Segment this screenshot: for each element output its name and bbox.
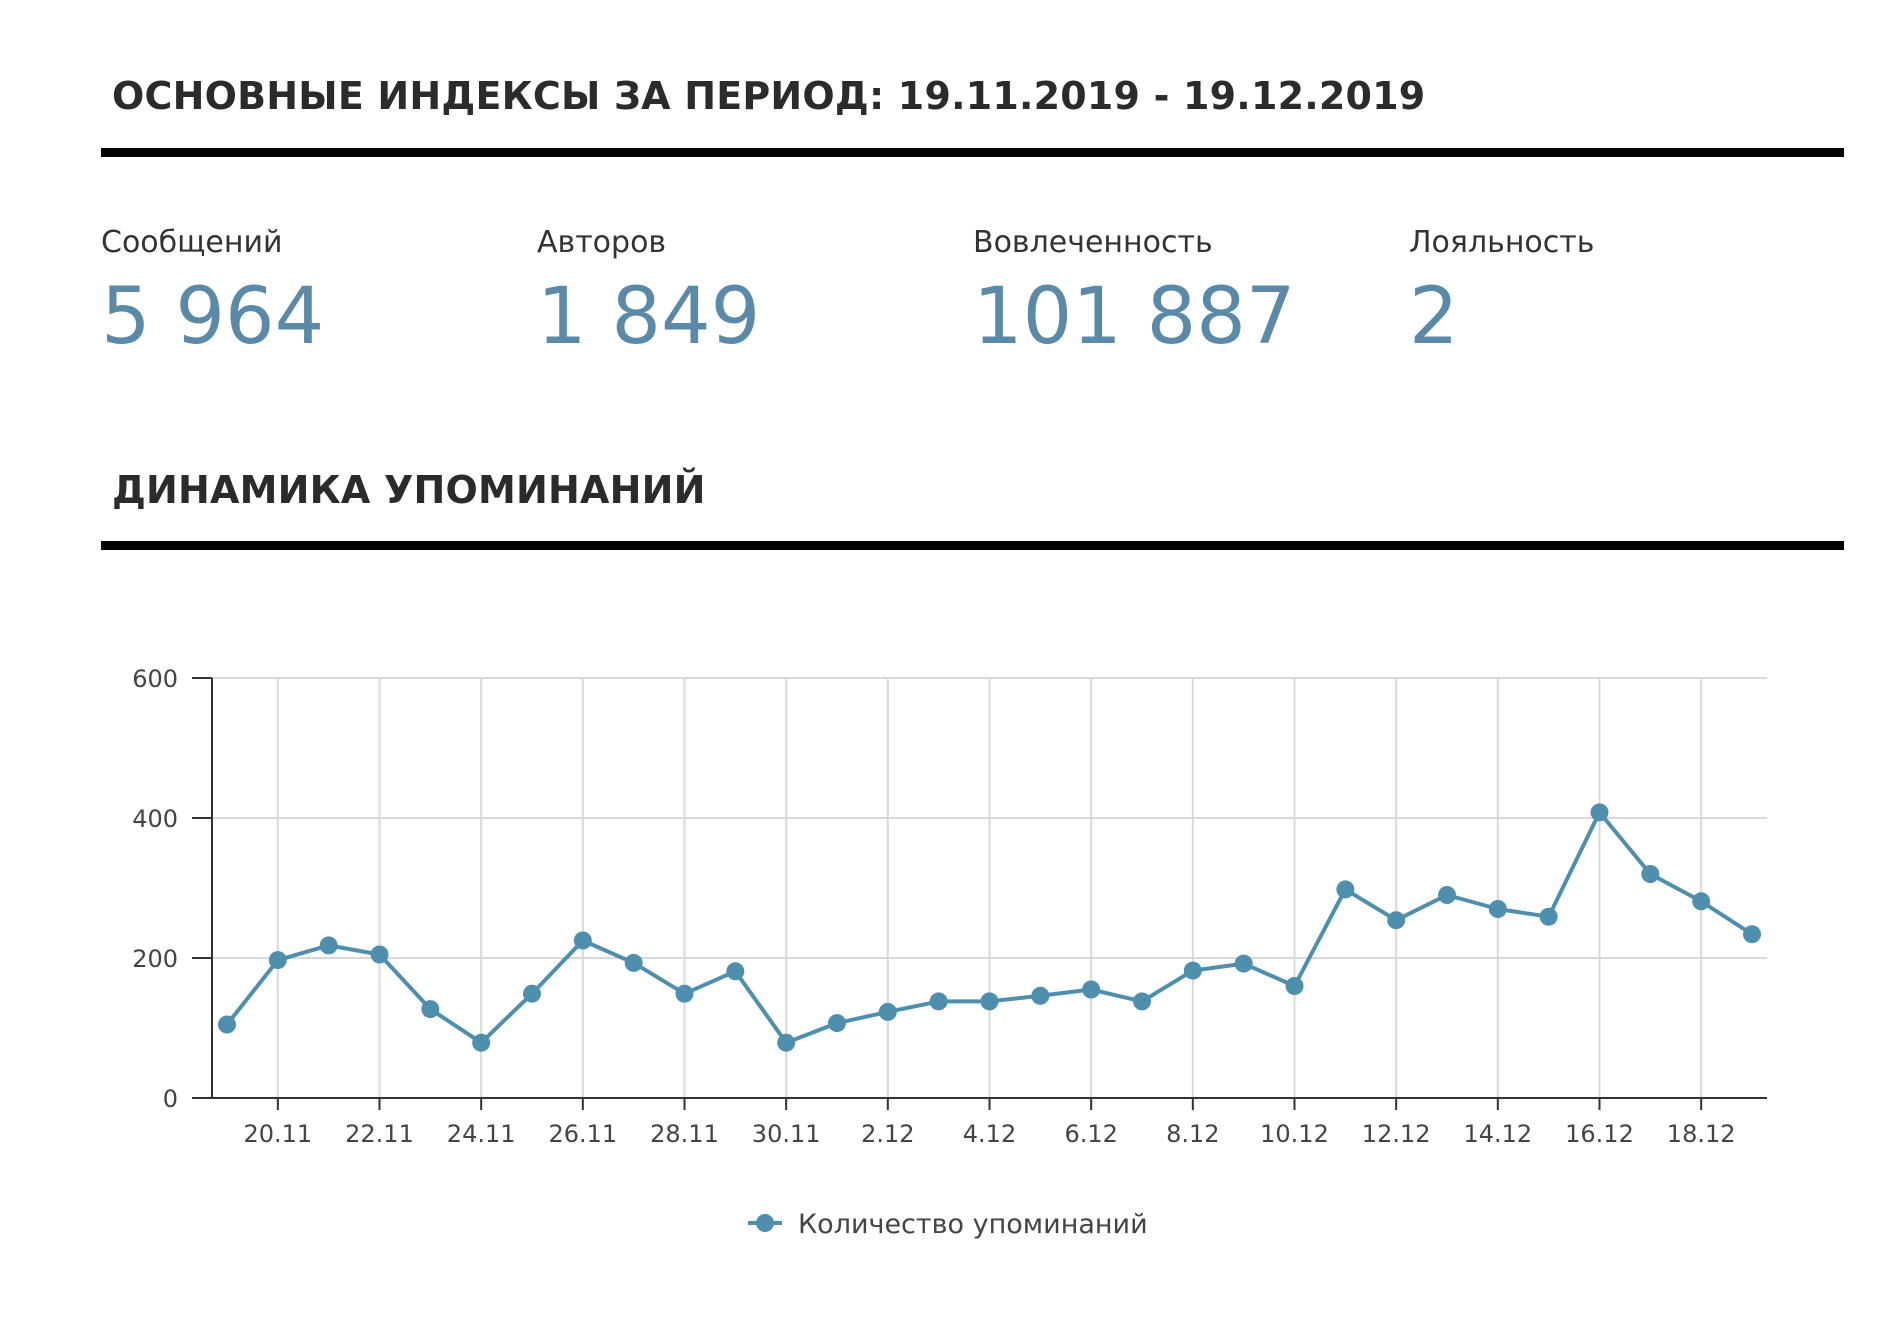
x-tick-label: 8.12	[1166, 1120, 1219, 1148]
metric-authors: Авторов 1 849	[537, 225, 760, 356]
dynamics-divider	[101, 541, 1844, 550]
x-tick-label: 22.11	[345, 1120, 414, 1148]
data-point	[1539, 907, 1558, 926]
data-point	[1183, 961, 1202, 980]
chart-series	[218, 803, 1761, 1052]
data-point	[319, 936, 338, 955]
data-point	[1082, 980, 1101, 999]
metric-label: Вовлеченность	[973, 225, 1213, 260]
data-point	[726, 962, 745, 981]
data-point	[1438, 886, 1456, 904]
metric-value: 2	[1409, 272, 1459, 362]
title-divider	[101, 148, 1844, 157]
x-tick-label: 14.12	[1463, 1120, 1532, 1148]
metric-label: Сообщений	[101, 225, 283, 260]
metric-engagement: Вовлеченность 101 887	[973, 225, 1296, 356]
data-point	[421, 1000, 440, 1019]
y-tick-label: 600	[132, 665, 178, 693]
data-point	[929, 992, 948, 1011]
data-point	[523, 984, 541, 1003]
x-tick-label: 12.12	[1362, 1120, 1431, 1148]
data-point	[573, 931, 592, 950]
x-tick-label: 28.11	[650, 1120, 719, 1148]
y-tick-label: 200	[132, 945, 178, 973]
data-point	[777, 1033, 796, 1052]
indexes-title: ОСНОВНЫЕ ИНДЕКСЫ ЗА ПЕРИОД: 19.11.2019 -…	[112, 74, 1426, 118]
metric-loyalty: Лояльность 2	[1409, 225, 1594, 356]
x-tick-label: 16.12	[1565, 1120, 1634, 1148]
x-tick-label: 26.11	[548, 1120, 617, 1148]
metric-value: 5 964	[101, 272, 325, 362]
data-point	[472, 1033, 491, 1052]
mentions-line-chart: 0 200 400 600 20.11 22.11 24.11 26.11 28.11 30.11…	[132, 665, 1767, 1240]
chart-axes: 0 200 400 600 20.11 22.11 24.11 26.11 28.11 30.11…	[132, 665, 1767, 1148]
x-tick-label: 20.11	[243, 1120, 312, 1148]
metric-label: Авторов	[537, 225, 667, 260]
data-point	[1692, 892, 1711, 911]
data-point	[218, 1015, 236, 1034]
metric-messages: Сообщений 5 964	[101, 225, 324, 356]
x-tick-label: 24.11	[447, 1120, 516, 1148]
data-point	[1488, 900, 1507, 918]
data-point	[370, 945, 389, 964]
chart-legend: Количество упоминаний	[748, 1209, 1148, 1240]
data-point	[1031, 986, 1050, 1005]
x-tick-label: 6.12	[1064, 1120, 1117, 1148]
data-point	[675, 984, 694, 1003]
metric-label: Лояльность	[1409, 225, 1595, 260]
x-tick-label: 30.11	[752, 1120, 821, 1148]
data-point	[624, 953, 643, 972]
chart-grid	[212, 677, 1767, 1098]
data-point	[1641, 865, 1660, 883]
metric-value: 1 849	[537, 272, 761, 362]
x-tick-label: 4.12	[963, 1120, 1016, 1148]
data-point	[1285, 977, 1304, 995]
metric-value: 101 887	[973, 272, 1296, 362]
data-point	[828, 1014, 846, 1033]
data-point	[1336, 880, 1355, 899]
x-tick-label: 2.12	[861, 1120, 914, 1148]
data-point	[1234, 954, 1253, 973]
data-point	[1743, 925, 1761, 944]
x-tick-label: 18.12	[1667, 1120, 1736, 1148]
data-point	[1590, 803, 1609, 822]
y-tick-label: 0	[163, 1085, 178, 1113]
y-tick-label: 400	[132, 805, 178, 833]
data-point	[268, 951, 287, 970]
data-point	[1133, 992, 1151, 1011]
dynamics-title: ДИНАМИКА УПОМИНАНИЙ	[112, 468, 706, 512]
data-point	[1387, 911, 1406, 930]
data-point	[878, 1002, 897, 1021]
legend-label: Количество упоминаний	[798, 1209, 1148, 1240]
legend-marker	[756, 1214, 774, 1232]
x-tick-label: 10.12	[1260, 1120, 1329, 1148]
data-point	[980, 992, 999, 1011]
